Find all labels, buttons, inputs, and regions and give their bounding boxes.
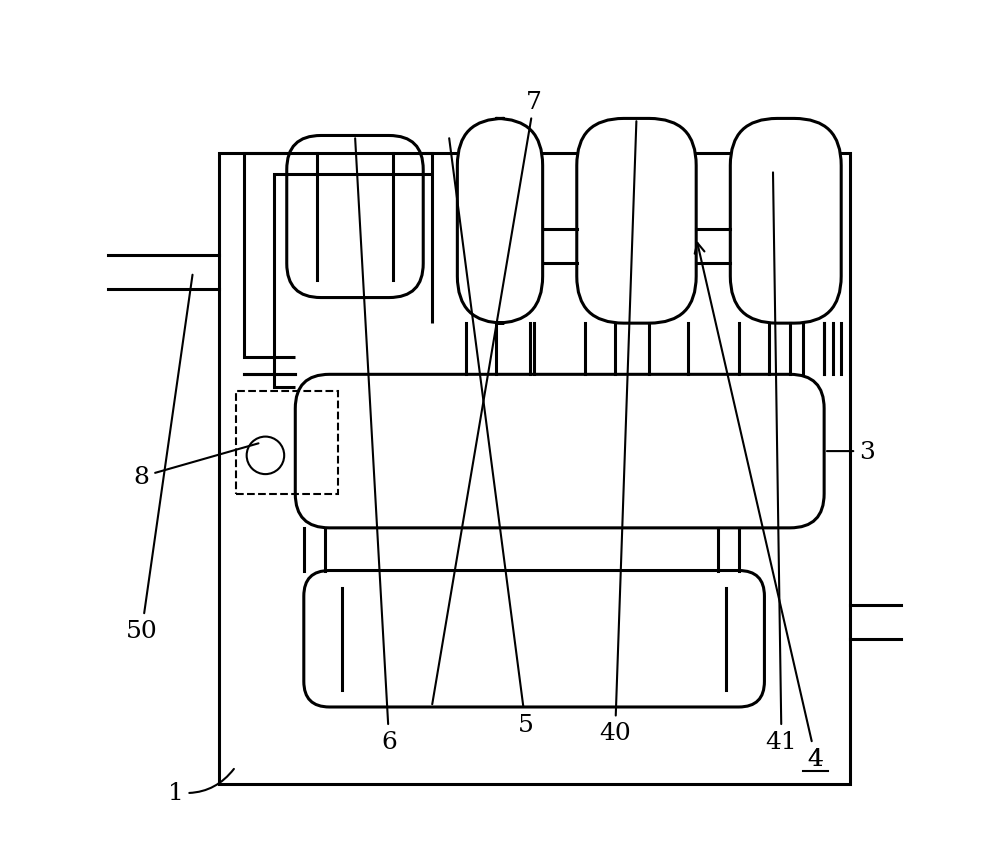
Text: 3: 3 xyxy=(827,440,875,463)
Circle shape xyxy=(247,437,284,475)
Text: 4: 4 xyxy=(695,244,824,769)
Text: 8: 8 xyxy=(134,444,258,488)
Text: 4: 4 xyxy=(808,747,824,769)
FancyBboxPatch shape xyxy=(304,571,764,707)
Text: 50: 50 xyxy=(126,275,193,642)
Text: 7: 7 xyxy=(432,91,542,705)
Text: 41: 41 xyxy=(766,173,797,752)
FancyBboxPatch shape xyxy=(457,119,543,324)
Text: 40: 40 xyxy=(599,122,636,744)
Text: 1: 1 xyxy=(168,769,234,803)
FancyBboxPatch shape xyxy=(730,119,841,324)
FancyBboxPatch shape xyxy=(577,119,696,324)
Text: 6: 6 xyxy=(355,139,397,752)
Text: 5: 5 xyxy=(449,139,534,735)
FancyBboxPatch shape xyxy=(295,375,824,528)
Bar xyxy=(236,392,338,494)
Bar xyxy=(219,153,850,784)
FancyBboxPatch shape xyxy=(287,136,423,298)
